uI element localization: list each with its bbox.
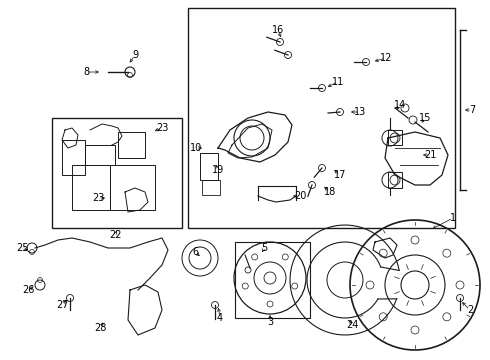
Text: 12: 12 bbox=[380, 53, 392, 63]
Text: 16: 16 bbox=[272, 25, 284, 35]
Text: 18: 18 bbox=[324, 187, 336, 197]
Bar bbox=[85, 145, 115, 165]
Bar bbox=[202, 180, 220, 195]
Text: 8: 8 bbox=[83, 67, 89, 77]
Bar bbox=[52, 118, 182, 228]
Text: 15: 15 bbox=[419, 113, 431, 123]
Text: 27: 27 bbox=[56, 300, 68, 310]
Text: 9: 9 bbox=[132, 50, 138, 60]
Text: 4: 4 bbox=[217, 313, 223, 323]
Text: 19: 19 bbox=[212, 165, 224, 175]
Text: 28: 28 bbox=[94, 323, 106, 333]
Text: 25: 25 bbox=[16, 243, 28, 253]
Bar bbox=[72, 165, 110, 210]
Bar bbox=[118, 132, 145, 158]
Text: 20: 20 bbox=[294, 191, 306, 201]
Text: 11: 11 bbox=[332, 77, 344, 87]
Bar bbox=[388, 130, 402, 145]
Text: 14: 14 bbox=[394, 100, 406, 110]
Bar bbox=[188, 8, 455, 228]
Text: 26: 26 bbox=[22, 285, 34, 295]
Bar bbox=[110, 165, 155, 210]
Text: 10: 10 bbox=[190, 143, 202, 153]
Text: 23: 23 bbox=[156, 123, 168, 133]
Text: 5: 5 bbox=[261, 243, 267, 253]
Text: 17: 17 bbox=[334, 170, 346, 180]
Text: 21: 21 bbox=[424, 150, 436, 160]
Text: 1: 1 bbox=[450, 213, 456, 223]
Text: 13: 13 bbox=[354, 107, 366, 117]
Text: 2: 2 bbox=[467, 305, 473, 315]
Text: 6: 6 bbox=[192, 247, 198, 257]
Text: 24: 24 bbox=[346, 320, 358, 330]
Bar bbox=[62, 140, 85, 175]
Text: 7: 7 bbox=[469, 105, 475, 115]
Bar bbox=[235, 242, 310, 318]
Bar bbox=[200, 153, 218, 180]
Text: 23: 23 bbox=[92, 193, 104, 203]
Bar bbox=[388, 172, 402, 188]
Text: 3: 3 bbox=[267, 317, 273, 327]
Text: 22: 22 bbox=[109, 230, 121, 240]
